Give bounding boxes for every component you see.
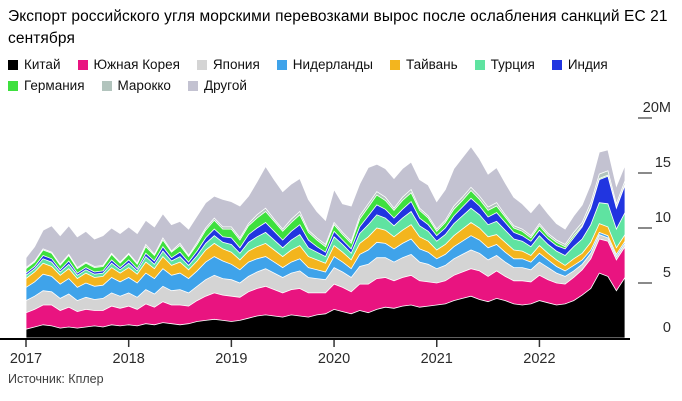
- x-tick-label: 2021: [421, 351, 453, 367]
- legend-swatch-icon: [8, 80, 18, 91]
- legend-label: Тайвань: [405, 57, 458, 72]
- legend-label: Турция: [490, 57, 535, 72]
- legend-swatch-icon: [551, 59, 562, 70]
- x-tick-label: 2018: [113, 351, 145, 367]
- legend-swatch-icon: [276, 59, 287, 70]
- legend-item-9: Другой: [187, 78, 247, 93]
- legend-item-0: Китай: [8, 57, 61, 72]
- x-tick-label: 2019: [215, 351, 247, 367]
- legend-item-1: Южная Корея: [77, 57, 180, 72]
- area-series-Китай: [25, 272, 626, 339]
- legend-swatch-icon: [187, 80, 198, 91]
- legend-swatch-icon: [389, 59, 400, 70]
- legend-item-2: Япония: [196, 57, 260, 72]
- legend-label: Япония: [212, 57, 260, 72]
- legend-label: Нидерланды: [292, 57, 373, 72]
- legend-label: Германия: [24, 78, 85, 93]
- legend-label: Китай: [24, 57, 61, 72]
- legend-item-4: Тайвань: [389, 57, 458, 72]
- source-credit: Источник: Кплер: [8, 372, 104, 386]
- legend-swatch-icon: [474, 59, 485, 70]
- legend-item-8: Марокко: [101, 78, 171, 93]
- x-tick-label: 2022: [523, 351, 555, 367]
- legend-item-6: Индия: [551, 57, 608, 72]
- y-tick-label: 10: [655, 210, 671, 226]
- legend-swatch-icon: [8, 59, 18, 70]
- legend-swatch-icon: [101, 80, 112, 91]
- chart-area: 2017 2018 2019 2020 2021 2022 0 5 10 15 20M: [0, 95, 682, 367]
- legend-swatch-icon: [77, 59, 88, 70]
- chart-legend: Китай Южная Корея Япония Нидерланды Тайвань Т…: [0, 49, 676, 93]
- x-tick-label: 2017: [10, 351, 42, 367]
- legend-item-7: Германия: [8, 78, 85, 93]
- legend-label: Индия: [567, 57, 608, 72]
- x-tick-label: 2020: [318, 351, 350, 367]
- legend-item-5: Турция: [474, 57, 535, 72]
- legend-label: Марокко: [117, 78, 171, 93]
- legend-label: Другой: [203, 78, 247, 93]
- y-tick-label: 15: [655, 155, 671, 171]
- y-tick-label: 20M: [643, 100, 671, 116]
- legend-item-3: Нидерланды: [276, 57, 373, 72]
- y-tick-label: 0: [663, 320, 671, 336]
- legend-swatch-icon: [196, 59, 207, 70]
- y-tick-label: 5: [663, 265, 671, 281]
- stacked-area-chart: 2017 2018 2019 2020 2021 2022 0 5 10 15 20M: [0, 100, 671, 367]
- chart-title: Экспорт российского угля морскими перево…: [8, 8, 668, 47]
- legend-label: Южная Корея: [93, 57, 180, 72]
